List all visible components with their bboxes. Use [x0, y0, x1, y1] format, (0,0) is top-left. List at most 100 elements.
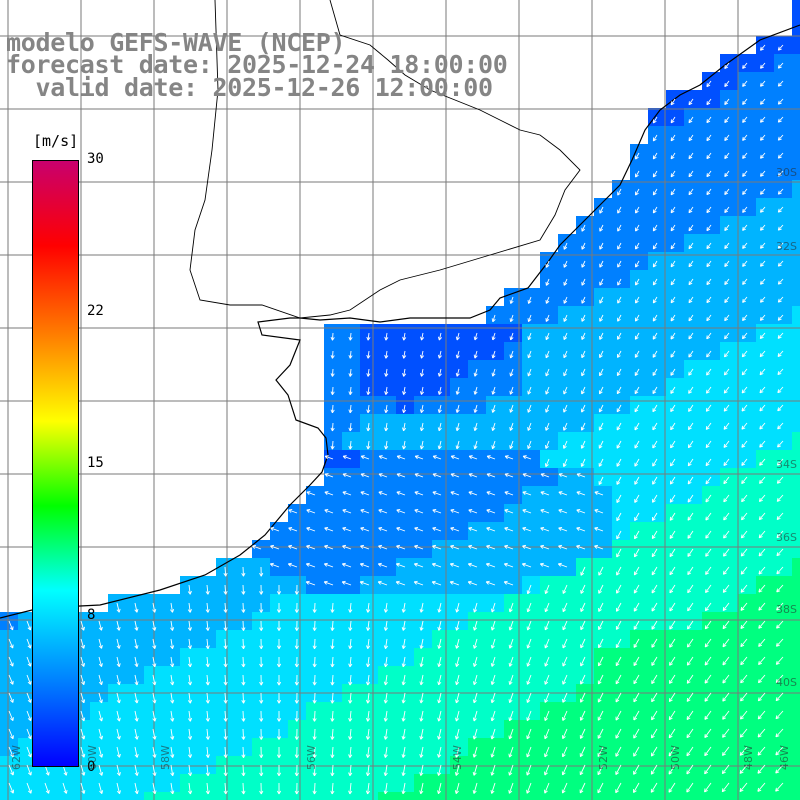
wind-cell	[270, 792, 289, 800]
wind-arrow	[485, 562, 496, 568]
wind-arrow	[616, 602, 622, 612]
wind-arrow	[276, 674, 282, 686]
wind-arrow	[687, 548, 694, 557]
wind-cell	[504, 504, 523, 523]
wind-cell	[486, 522, 505, 541]
wind-arrow	[491, 440, 496, 450]
wind-arrow	[419, 692, 424, 704]
wind-arrow	[635, 296, 640, 304]
wind-arrow	[757, 674, 766, 684]
wind-arrow	[241, 638, 246, 650]
wind-arrow	[760, 278, 766, 285]
wind-arrow	[686, 692, 694, 702]
wind-arrow	[563, 386, 568, 395]
wind-arrow	[576, 544, 586, 550]
wind-arrow	[652, 260, 658, 268]
wind-arrow	[437, 656, 442, 668]
wind-cell	[342, 450, 361, 469]
wind-arrow	[294, 656, 299, 668]
wind-arrow	[742, 278, 748, 285]
wind-arrow	[686, 674, 694, 684]
wind-arrow	[395, 580, 406, 586]
wind-arrow	[616, 404, 622, 413]
wind-arrow	[341, 580, 352, 586]
wind-arrow	[544, 620, 550, 631]
wind-cell	[90, 792, 109, 800]
wind-arrow	[775, 692, 784, 702]
wind-arrow	[509, 314, 514, 323]
wind-arrow	[522, 473, 532, 478]
wind-arrow	[598, 458, 604, 467]
wind-arrow	[706, 98, 712, 106]
wind-arrow	[741, 386, 748, 394]
wind-arrow	[330, 692, 335, 704]
wind-arrow	[342, 526, 352, 532]
wind-arrow	[348, 368, 353, 377]
wind-cell	[648, 792, 667, 800]
wind-arrow	[652, 206, 658, 214]
wind-arrow	[742, 206, 748, 213]
wind-arrow	[383, 674, 388, 686]
wind-arrow	[544, 638, 550, 649]
wind-arrow	[98, 674, 103, 686]
wind-arrow	[490, 638, 496, 649]
wind-cell	[504, 450, 523, 469]
wind-cell	[180, 792, 199, 800]
wind-arrow	[563, 368, 568, 377]
wind-arrow	[205, 620, 210, 631]
wind-arrow	[563, 242, 568, 250]
wind-cell	[18, 792, 37, 800]
wind-cell	[792, 702, 800, 721]
wind-cell	[468, 792, 487, 800]
wind-arrow	[740, 674, 748, 684]
wind-cell	[792, 360, 800, 379]
wind-arrow	[615, 620, 622, 630]
wind-arrow	[776, 566, 784, 575]
wind-arrow	[651, 512, 658, 521]
wind-arrow	[580, 422, 586, 431]
wind-arrow	[544, 584, 550, 595]
wind-cell	[792, 72, 800, 91]
wind-cell	[486, 576, 505, 595]
wind-cell	[324, 450, 343, 469]
wind-arrow	[724, 188, 730, 195]
wind-arrow	[722, 584, 730, 593]
wind-arrow	[634, 314, 640, 322]
wind-arrow	[116, 656, 121, 667]
wind-arrow	[503, 562, 514, 568]
wind-arrow	[633, 638, 640, 648]
wind-cell	[288, 522, 307, 541]
wind-arrow	[705, 422, 712, 430]
wind-cell	[36, 792, 55, 800]
wind-arrow	[580, 620, 586, 631]
wind-arrow	[276, 656, 282, 668]
wind-cell	[378, 522, 397, 541]
wind-arrow	[134, 692, 139, 704]
wind-arrow	[432, 509, 442, 514]
wind-arrow	[740, 656, 748, 666]
wind-arrow	[669, 494, 676, 503]
wind-arrow	[706, 242, 712, 250]
wind-arrow	[652, 224, 658, 232]
wind-arrow	[580, 566, 586, 576]
wind-arrow	[758, 548, 766, 557]
wind-arrow	[187, 656, 192, 668]
wind-arrow	[688, 206, 694, 214]
wind-arrow	[724, 98, 730, 105]
wind-arrow	[384, 332, 389, 341]
wind-arrow	[652, 278, 658, 286]
wind-arrow	[758, 620, 766, 629]
wind-arrow	[294, 674, 299, 686]
wind-arrow	[652, 386, 658, 394]
wind-arrow	[651, 620, 658, 630]
wind-arrow	[419, 368, 425, 377]
wind-cell	[450, 468, 469, 487]
wind-cell	[792, 576, 800, 595]
wind-arrow	[134, 674, 139, 686]
wind-arrow	[558, 526, 568, 532]
wind-arrow	[504, 526, 514, 532]
wind-cell	[270, 522, 289, 541]
wind-arrow	[777, 350, 784, 357]
wind-arrow	[80, 674, 86, 686]
wind-arrow	[706, 170, 712, 178]
